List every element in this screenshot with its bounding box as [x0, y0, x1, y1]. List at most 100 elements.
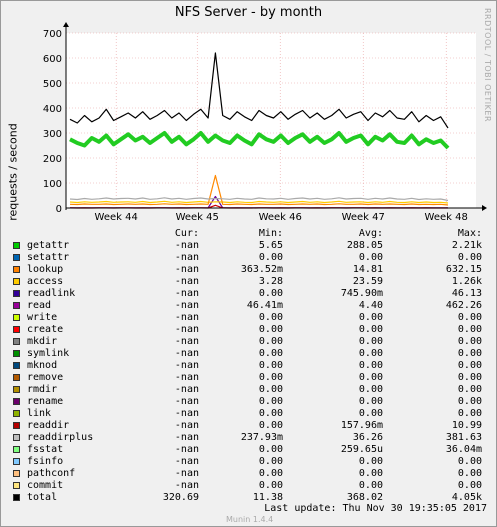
- legend-row-lookup: lookup -nan 363.52m 14.81 632.15: [12, 264, 488, 276]
- legend-max: 36.04m: [445, 444, 482, 455]
- legend-avg: 157.96m: [340, 420, 383, 431]
- legend-row-getattr: getattr -nan 5.65 288.05 2.21k: [12, 240, 488, 252]
- legend-min: 3.28: [258, 276, 283, 287]
- legend-swatch: [13, 494, 20, 501]
- legend-row-create: create -nan 0.00 0.00 0.00: [12, 324, 488, 336]
- legend-swatch: [13, 350, 20, 357]
- y-tick-label: 700: [43, 29, 62, 40]
- legend-swatch: [13, 434, 20, 441]
- legend-min: 5.65: [258, 240, 283, 251]
- legend-max: 0.00: [457, 348, 482, 359]
- legend-avg: 4.40: [358, 300, 383, 311]
- legend-max: 462.26: [445, 300, 482, 311]
- legend-min: 46.41m: [246, 300, 283, 311]
- legend-row-access: access -nan 3.28 23.59 1.26k: [12, 276, 488, 288]
- chart-svg: 0 100 200 300 400 500 600 700 Week 44 Week 45 Week…: [43, 22, 487, 223]
- series-line-access: [69, 200, 449, 204]
- legend-avg: 0.00: [358, 408, 383, 419]
- legend-min: 0.00: [258, 480, 283, 491]
- series-line-readdirplus: [69, 197, 449, 202]
- legend-min: 0.00: [258, 444, 283, 455]
- legend-row-rename: rename -nan 0.00 0.00 0.00: [12, 396, 488, 408]
- legend-label: rmdir: [27, 384, 58, 395]
- legend-cur: -nan: [174, 456, 199, 467]
- legend-avg: 0.00: [358, 480, 383, 491]
- legend-cur: 320.69: [162, 492, 199, 503]
- legend-min: 0.00: [258, 252, 283, 263]
- legend-row-readdir: readdir -nan 0.00 157.96m 10.99: [12, 420, 488, 432]
- legend-avg: 368.02: [346, 492, 383, 503]
- legend-label: total: [27, 492, 58, 503]
- legend-row-mkdir: mkdir -nan 0.00 0.00 0.00: [12, 336, 488, 348]
- legend-header-avg: Avg:: [358, 228, 383, 239]
- legend-max: 0.00: [457, 372, 482, 383]
- x-tick-label: Week 48: [425, 212, 468, 223]
- legend-min: 363.52m: [240, 264, 283, 275]
- legend-avg: 0.00: [358, 396, 383, 407]
- y-tick-label: 200: [43, 154, 62, 165]
- legend-row-pathconf: pathconf -nan 0.00 0.00 0.00: [12, 468, 488, 480]
- legend-cur: -nan: [174, 408, 199, 419]
- legend-min: 0.00: [258, 396, 283, 407]
- legend-row-total: total 320.69 11.38 368.02 4.05k: [12, 492, 488, 504]
- legend-label: pathconf: [27, 468, 76, 479]
- legend-max: 0.00: [457, 384, 482, 395]
- legend-max: 2.21k: [451, 240, 482, 251]
- legend-avg: 0.00: [358, 360, 383, 371]
- legend-label: symlink: [27, 348, 70, 359]
- legend-label: readlink: [27, 288, 76, 299]
- legend-label: readdir: [27, 420, 70, 431]
- legend-swatch: [13, 398, 20, 405]
- legend-max: 4.05k: [451, 492, 482, 503]
- legend-min: 0.00: [258, 468, 283, 479]
- legend-cur: -nan: [174, 312, 199, 323]
- legend-swatch: [13, 410, 20, 417]
- y-tick-label: 0: [56, 204, 62, 215]
- x-tick-label: Week 45: [176, 212, 219, 223]
- legend-label: mknod: [27, 360, 58, 371]
- legend-cur: -nan: [174, 288, 199, 299]
- legend-avg: 14.81: [352, 264, 383, 275]
- legend-min: 0.00: [258, 348, 283, 359]
- legend-cur: -nan: [174, 336, 199, 347]
- legend-row-symlink: symlink -nan 0.00 0.00 0.00: [12, 348, 488, 360]
- legend-swatch: [13, 278, 20, 285]
- x-tick-label: Week 44: [95, 212, 138, 223]
- legend-max: 0.00: [457, 396, 482, 407]
- legend-max: 0.00: [457, 480, 482, 491]
- series-line-fstat: [69, 131, 450, 150]
- legend-row-commit: commit -nan 0.00 0.00 0.00: [12, 480, 488, 492]
- legend-min: 11.38: [252, 492, 283, 503]
- legend-row-write: write -nan 0.00 0.00 0.00: [12, 312, 488, 324]
- legend-label: fsstat: [27, 444, 64, 455]
- legend-max: 10.99: [451, 420, 482, 431]
- legend-row-link: link -nan 0.00 0.00 0.00: [12, 408, 488, 420]
- legend-label: commit: [27, 480, 64, 491]
- legend-min: 237.93m: [240, 432, 283, 443]
- legend-avg: 0.00: [358, 456, 383, 467]
- legend-avg: 745.90m: [340, 288, 383, 299]
- legend-swatch: [13, 302, 20, 309]
- legend-header-max: Max:: [457, 228, 482, 239]
- generator-label: Munin 1.4.4: [226, 515, 274, 524]
- x-tick-label: Week 46: [259, 212, 302, 223]
- legend-swatch: [13, 362, 20, 369]
- series-line-total: [69, 52, 449, 129]
- legend-label: setattr: [27, 252, 70, 263]
- legend-row-fsstat: fsstat -nan 0.00 259.65u 36.04m: [12, 444, 488, 456]
- legend-avg: 23.59: [352, 276, 383, 287]
- y-tick-label: 500: [43, 79, 62, 90]
- last-update-label: Last update:: [264, 503, 337, 514]
- legend-row-remove: remove -nan 0.00 0.00 0.00: [12, 372, 488, 384]
- legend-min: 0.00: [258, 312, 283, 323]
- legend-swatch: [13, 482, 20, 489]
- y-tick-label: 300: [43, 129, 62, 140]
- legend-avg: 0.00: [358, 336, 383, 347]
- legend-swatch: [13, 290, 20, 297]
- plot-area: [66, 33, 476, 208]
- legend-max: 0.00: [457, 324, 482, 335]
- legend-cur: -nan: [174, 384, 199, 395]
- legend-cur: -nan: [174, 240, 199, 251]
- legend-max: 0.00: [457, 408, 482, 419]
- legend-cur: -nan: [174, 444, 199, 455]
